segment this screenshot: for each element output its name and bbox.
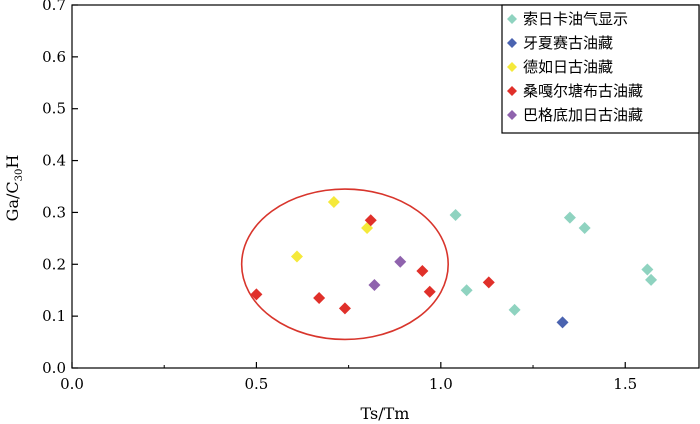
y-tick-label: 0.5 [42,100,66,118]
data-point-series-0 [508,303,521,316]
x-tick-label: 1.0 [429,375,453,393]
data-point-series-3 [338,302,351,315]
data-point-series-2 [290,250,303,263]
data-point-series-0 [449,209,462,222]
x-tick-label: 1.5 [613,375,637,393]
legend-marker [507,14,517,24]
data-point-series-3 [313,291,326,304]
legend-marker [507,110,517,120]
data-point-series-1 [556,316,569,329]
y-tick-label: 0.6 [42,48,66,66]
data-point-series-3 [423,285,436,298]
legend-marker [507,86,517,96]
y-tick-label: 0.2 [42,255,66,273]
y-tick-label: 0.1 [42,307,66,325]
annotation-layer [240,188,449,341]
data-point-series-4 [368,279,381,292]
y-tick-label: 0.3 [42,203,66,221]
x-axis-label: Ts/Tm [361,404,410,423]
x-tick-label: 0.0 [60,375,84,393]
data-point-series-0 [460,284,473,297]
legend-label: 德如日古油藏 [523,58,613,76]
y-tick-label: 0.0 [42,359,66,377]
legend-marker [507,62,517,72]
legend-label: 巴格底加日古油藏 [523,106,643,124]
x-tick-label: 0.5 [244,375,268,393]
y-axis-label: Ga/C30H [3,155,25,222]
legend-label: 索日卡油气显示 [523,10,628,28]
y-axis-label-subscript: 30 [14,169,25,182]
data-point-series-4 [394,255,407,268]
y-axis-label-main: Ga/C [3,181,22,221]
points-layer [250,196,658,329]
data-point-series-0 [641,263,654,276]
legend-marker [507,38,517,48]
highlight-ellipse [240,188,449,341]
legend-box [501,4,700,134]
data-point-series-3 [364,214,377,227]
data-point-series-0 [563,211,576,224]
y-tick-label: 0.7 [42,0,66,14]
data-point-series-3 [482,276,495,289]
x-axis-ticks: 0.0 0.5 1.0 1.5 [60,362,637,393]
data-point-series-3 [416,265,429,278]
legend-label: 牙夏赛古油藏 [523,34,613,52]
y-axis-label-tail: H [3,155,22,169]
data-point-series-2 [327,196,340,209]
data-point-series-0 [645,273,658,286]
y-tick-label: 0.4 [42,152,66,170]
y-axis-ticks: 0.0 0.1 0.2 0.3 0.4 0.5 0.6 0.7 [42,0,78,377]
data-point-series-3 [250,288,263,301]
data-point-series-0 [578,221,591,234]
legend-label: 桑嘎尔塘布古油藏 [523,82,643,100]
